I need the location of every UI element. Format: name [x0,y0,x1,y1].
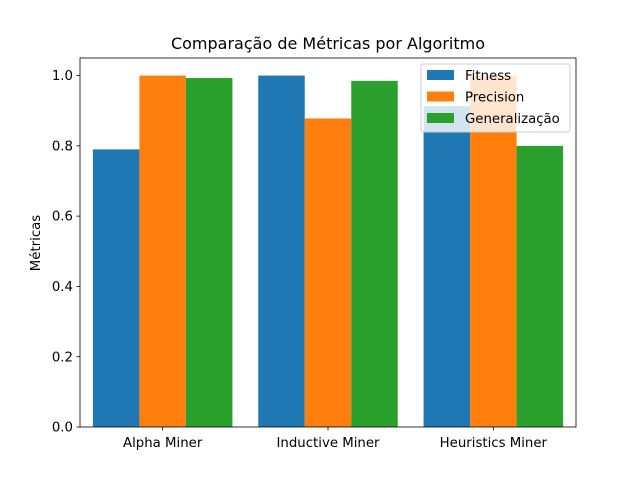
axes-layer: 0.0 0.2 0.4 0.6 0.8 1.0 Alpha Miner Inductive M… [52,57,577,451]
x-tick-label: Heuristics Miner [440,436,548,451]
y-tick-label: 0.6 [52,210,73,225]
y-axis-label: Métricas [28,215,44,271]
chart-title: Comparação de Métricas por Algoritmo [171,34,485,53]
y-tick-label: 1.0 [52,69,73,84]
y-tick-label: 0.4 [52,280,73,295]
legend-label: Fitness [465,69,511,84]
x-tick-label: Inductive Miner [277,436,380,451]
legend-swatch [427,113,454,123]
bar-fitness-inductive-miner [258,75,305,427]
bar-generaliza-o-heuristics-miner [516,145,564,428]
bar-generaliza-o-inductive-miner [351,80,398,427]
legend-label: Precision [465,91,524,106]
bar-fitness-heuristics-miner [423,106,471,428]
legend-box [420,63,571,133]
bar-fitness-alpha-miner [92,149,140,427]
bar-precision-inductive-miner [304,118,352,427]
legend-label: Generalização [465,112,560,127]
bar-precision-alpha-miner [139,75,186,427]
bar-generaliza-o-alpha-miner [185,78,233,427]
bar-precision-heuristics-miner [470,75,517,427]
x-tick-label: Alpha Miner [123,436,203,451]
legend-swatch [427,70,454,80]
bars-layer [92,75,564,428]
y-tick-label: 0.2 [52,350,73,365]
legend-swatch [427,91,454,102]
legend: Fitness Precision Generalização [420,63,571,133]
y-tick-label: 0.8 [52,139,73,154]
y-tick-label: 0.0 [52,421,73,436]
